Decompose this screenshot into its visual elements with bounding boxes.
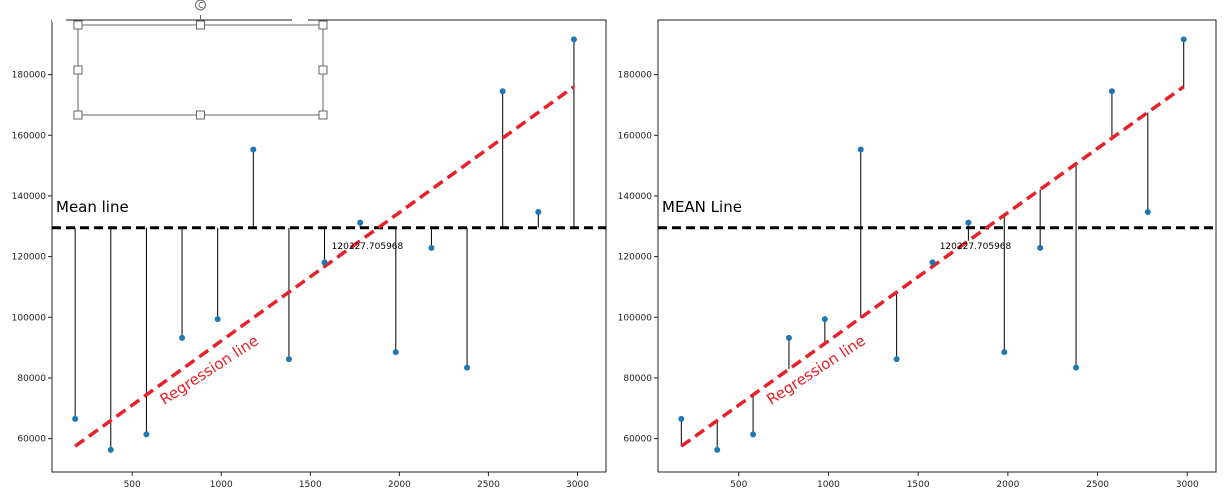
data-point: [1073, 364, 1080, 371]
data-point: [179, 334, 186, 341]
resize-handle: [73, 110, 83, 120]
resize-handle: [196, 110, 205, 120]
selection-box: [52, 0, 328, 120]
data-point: [678, 415, 685, 422]
regression-line-label: Regression line: [157, 331, 262, 408]
data-point: [1108, 88, 1115, 95]
mean-line-label: Mean line: [56, 198, 129, 216]
data-point: [785, 334, 792, 341]
mean-line-label: MEAN Line: [662, 198, 742, 216]
data-point: [1037, 244, 1044, 251]
y-tick-label: 160000: [12, 131, 47, 141]
data-point: [1001, 349, 1008, 356]
x-tick-label: 2000: [388, 480, 411, 490]
y-tick-label: 120000: [618, 253, 653, 263]
data-point: [357, 219, 364, 226]
regression-line: [680, 85, 1185, 448]
data-point: [1144, 209, 1151, 216]
data-point: [821, 316, 828, 323]
data-point: [893, 356, 900, 363]
resize-handle: [196, 20, 205, 30]
y-tick-label: 140000: [618, 192, 653, 202]
data-point: [72, 415, 79, 422]
data-point: [464, 364, 471, 371]
y-tick-label: 180000: [12, 71, 47, 81]
x-tick-label: 3000: [566, 480, 589, 490]
y-tick-label: 80000: [623, 374, 652, 384]
chart-panel-2: 500 1000 1500 2000 2500 3000 60000 80000 100000 1…: [618, 19, 1217, 490]
data-point: [965, 219, 972, 226]
rotate-handle-icon: [195, 0, 206, 11]
y-tick-label: 140000: [12, 192, 47, 202]
x-tick-label: 1000: [210, 480, 233, 490]
x-tick-label: 2000: [996, 480, 1019, 490]
data-point: [499, 88, 506, 95]
data-point: [857, 146, 864, 153]
data-point: [107, 446, 114, 453]
data-point: [321, 259, 328, 266]
data-point: [535, 209, 542, 216]
y-tick-label: 160000: [618, 131, 653, 141]
x-tick-label: 500: [730, 480, 747, 490]
frame-gap: [292, 18, 308, 22]
data-point: [143, 431, 150, 438]
resize-handle: [318, 20, 328, 30]
resize-handle: [318, 110, 328, 120]
y-tick-label: 120000: [12, 253, 47, 263]
x-tick-label: 1500: [299, 480, 322, 490]
y-tick-label: 80000: [17, 374, 46, 384]
resize-handle: [318, 65, 328, 75]
frame-gap: [52, 18, 66, 22]
x-tick-label: 2500: [477, 480, 500, 490]
x-tick-label: 1500: [907, 480, 930, 490]
data-point: [250, 146, 257, 153]
data-point: [285, 356, 292, 363]
plot-frame: [51, 19, 607, 473]
x-tick-label: 1000: [817, 480, 840, 490]
y-tick-label: 100000: [618, 313, 653, 323]
data-point: [428, 244, 435, 251]
data-point: [392, 349, 399, 356]
y-tick-label: 100000: [12, 313, 47, 323]
mean-value-label: 120227.705968: [940, 242, 1012, 252]
mean-value-label: 120227.705968: [332, 242, 404, 252]
rotate-arrow-icon: [198, 2, 204, 8]
data-point: [750, 431, 757, 438]
resize-handle: [73, 65, 83, 75]
chart-panel-1: 500 1000 1500 2000 2500 3000 60000 80000 100000 1…: [12, 0, 607, 490]
y-tick-label: 60000: [17, 435, 46, 445]
x-tick-label: 500: [124, 480, 141, 490]
selection-frame: [77, 24, 324, 116]
y-tick-label: 180000: [618, 71, 653, 81]
data-point: [570, 36, 577, 43]
data-point: [214, 316, 221, 323]
data-point: [929, 259, 936, 266]
x-tick-label: 3000: [1176, 480, 1199, 490]
plot-frame: [657, 19, 1217, 473]
regression-line-label: Regression line: [763, 331, 868, 408]
data-point: [1180, 36, 1187, 43]
resize-handle: [73, 20, 83, 30]
x-tick-label: 2500: [1086, 480, 1109, 490]
y-tick-label: 60000: [623, 435, 652, 445]
regression-line: [74, 85, 575, 448]
data-point: [714, 446, 721, 453]
